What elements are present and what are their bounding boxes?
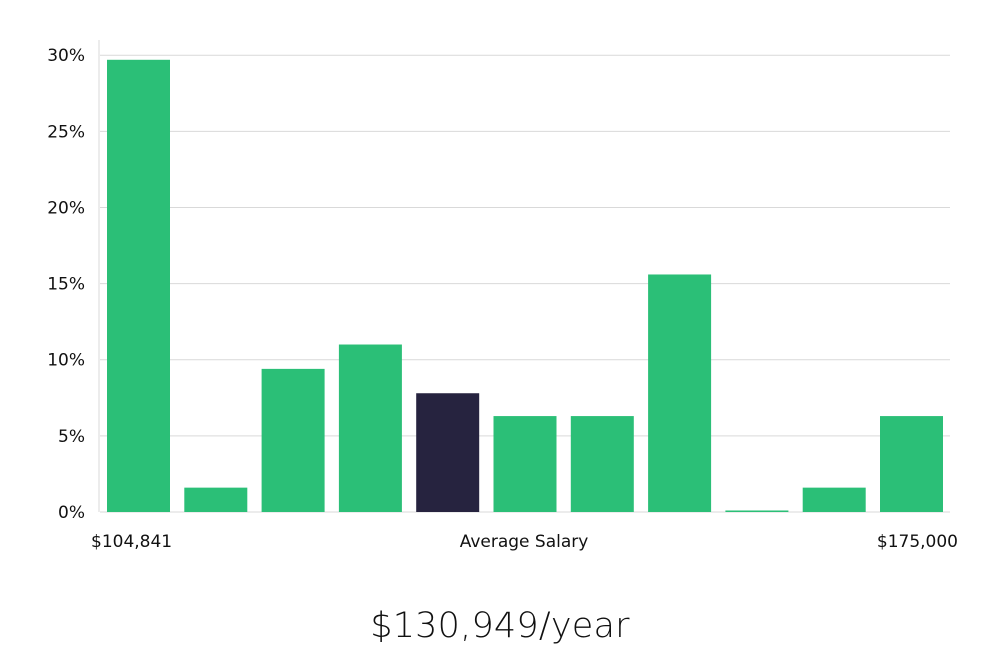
y-tick-label: 15% [47,275,85,295]
average-salary-value: $130,949/year [370,606,630,646]
bar [648,274,712,512]
bar [570,416,634,512]
x-label-center: Average Salary [460,532,589,552]
y-tick-label: 10% [47,351,85,371]
salary-histogram: 0% 5% 10% 15% 20% 25% 30% $104,841 Average Sal… [47,40,958,552]
x-label-min: $104,841 [91,532,172,552]
bar-highlighted [416,393,480,512]
bar [802,487,866,512]
bar [493,416,557,512]
y-tick-label: 5% [58,427,85,447]
y-tick-label: 20% [47,198,85,218]
bar [107,59,170,512]
x-label-max: $175,000 [877,532,958,552]
y-tick-labels: 0% 5% 10% 15% 20% 25% 30% [47,46,85,523]
y-tick-label: 25% [47,122,85,142]
grid-lines [100,54,950,513]
bar [184,487,248,512]
bars [107,59,943,512]
y-tick-label: 0% [58,503,85,523]
y-tick-label: 30% [47,46,85,66]
bar [338,344,402,512]
bar [261,368,325,512]
bar [880,416,943,512]
bar [725,510,789,512]
